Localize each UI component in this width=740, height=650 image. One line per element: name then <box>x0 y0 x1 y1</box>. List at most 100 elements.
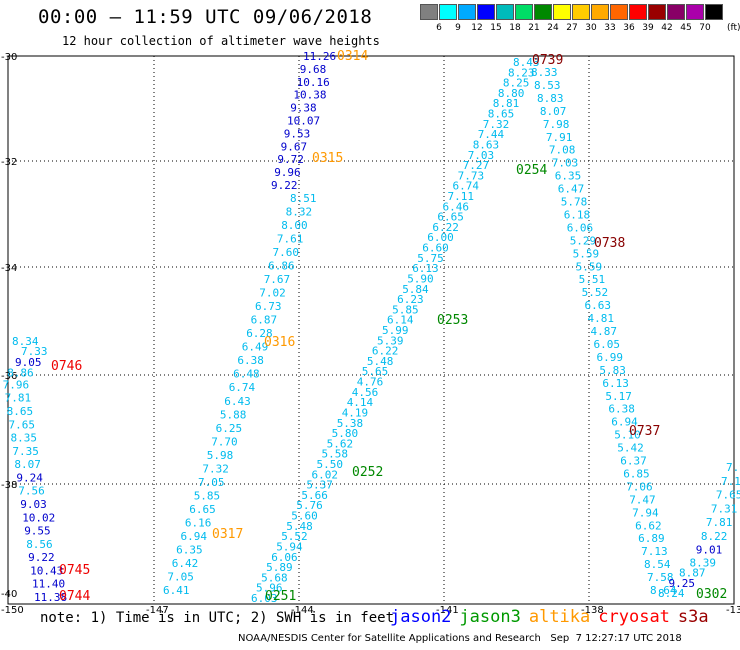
wave-height-label: 6.28 <box>246 327 273 340</box>
wave-height-label: 6.86 <box>268 260 295 273</box>
wave-height-label: 7.67 <box>264 273 291 286</box>
wave-height-label: 5.59 <box>573 247 600 260</box>
wave-height-label: 8.39 <box>690 556 717 569</box>
lat-label: -40 <box>1 589 17 600</box>
wave-height-label: 7.02 <box>259 287 286 300</box>
wave-height-label: 8.56 <box>26 538 53 551</box>
wave-height-label: 5.99 <box>382 324 409 337</box>
wave-height-label: 5.51 <box>579 273 606 286</box>
wave-height-label: 8.81 <box>493 97 520 110</box>
pass-time-label: 0251 <box>265 589 296 604</box>
pass-time-label: 0746 <box>51 359 82 374</box>
pass-time-label: 0744 <box>59 589 90 604</box>
wave-height-label: 10.02 <box>22 511 55 524</box>
wave-height-label: 9.03 <box>20 498 47 511</box>
pass-time-label: 0739 <box>532 53 563 68</box>
wave-height-label: 6.37 <box>620 455 647 468</box>
wave-height-label: 6.18 <box>564 209 591 222</box>
pass-time-label: 0253 <box>437 313 468 328</box>
wave-height-label: 6.23 <box>397 293 424 306</box>
wave-height-label: 8.63 <box>473 139 500 152</box>
wave-height-label: 5.84 <box>402 283 429 296</box>
wave-height-label: 6.35 <box>555 170 582 183</box>
wave-height-label: 10.16 <box>297 76 330 89</box>
wave-height-label: 7.61 <box>277 233 304 246</box>
pass-time-label: 0315 <box>312 151 343 166</box>
wave-height-label: 5.60 <box>291 510 318 523</box>
colorbar-swatch <box>439 4 457 20</box>
wave-height-label: 8.22 <box>701 530 728 543</box>
wave-height-label: 5.90 <box>407 273 434 286</box>
wave-height-label: 5.62 <box>327 437 354 450</box>
wave-height-label: 6.16 <box>185 516 212 529</box>
wave-height-label: 5.88 <box>220 408 247 421</box>
wave-height-label: 6.65 <box>437 211 464 224</box>
wave-height-label: 7.31 <box>711 502 738 515</box>
lon-label: -147 <box>146 605 169 616</box>
wave-height-label: 5.76 <box>296 499 323 512</box>
wave-height-label: 5.10 <box>614 429 641 442</box>
wave-height-label: 6.22 <box>372 345 399 358</box>
colorbar-tick: 33 <box>604 23 616 33</box>
wave-height-label: 10.43 <box>30 564 63 577</box>
pass-time-label: 0302 <box>696 587 727 602</box>
colorbar-tick: 21 <box>528 23 540 33</box>
wave-height-label: 9.22 <box>271 179 298 192</box>
colorbar-swatch <box>686 4 704 20</box>
wave-height-label: 5.75 <box>417 252 444 265</box>
wave-height-label: 11.40 <box>32 578 65 591</box>
wave-height-label: 7.91 <box>546 131 573 144</box>
wave-height-label: 5.96 <box>256 582 283 595</box>
wave-height-label: 6.87 <box>251 314 278 327</box>
wave-height-label: 9.38 <box>290 102 317 115</box>
colorbar-swatch <box>477 4 495 20</box>
lon-label: -144 <box>291 605 314 616</box>
wave-height-label: 6.05 <box>594 338 621 351</box>
map-subtitle: 12 hour collection of altimeter wave hei… <box>62 34 380 48</box>
wave-height-label: 6.94 <box>611 416 638 429</box>
colorbar-tick: 24 <box>547 23 559 33</box>
wave-height-label: 5.50 <box>317 458 344 471</box>
wave-height-label: 9.05 <box>15 356 42 369</box>
pass-time-label: 0317 <box>212 527 243 542</box>
colorbar-swatch <box>610 4 628 20</box>
wave-height-label: 6.62 <box>635 519 662 532</box>
wave-height-label: 8.07 <box>14 458 41 471</box>
wave-height-label: 9.53 <box>284 127 311 140</box>
wave-height-label: 5.85 <box>194 489 221 502</box>
wave-height-label: 7.56 <box>18 485 45 498</box>
colorbar-swatch <box>648 4 666 20</box>
wave-height-label: 6.35 <box>176 543 203 556</box>
wave-height-label: 7.19 <box>721 475 740 488</box>
pass-time-label: 0314 <box>337 49 368 64</box>
map-title: 00:00 – 11:59 UTC 09/06/2018 <box>38 6 373 28</box>
wave-height-label: 7.03 <box>468 149 495 162</box>
lat-label: -36 <box>1 371 17 382</box>
wave-height-label: 7.65 <box>9 418 36 431</box>
wave-height-label: 6.13 <box>602 377 629 390</box>
pass-time-label: 0737 <box>629 424 660 439</box>
wave-height-label: 5.52 <box>582 286 609 299</box>
wave-height-label: 9.22 <box>28 551 54 564</box>
pass-time-label: 0316 <box>264 335 295 350</box>
wave-height-label: 6.74 <box>229 381 256 394</box>
legend-altika: altika <box>528 607 591 627</box>
wave-height-label: 6.06 <box>567 221 594 234</box>
wave-height-label: 5.58 <box>322 448 349 461</box>
wave-height-label: 7.73 <box>458 169 485 182</box>
wave-height-label: 10.38 <box>293 89 326 102</box>
lat-label: -30 <box>1 52 17 63</box>
wave-height-label: 8.87 <box>679 567 706 580</box>
colorbar-swatch <box>705 4 723 20</box>
wave-height-label: 4.56 <box>352 386 379 399</box>
wave-height-label: 5.85 <box>392 303 419 316</box>
wave-height-label: 6.48 <box>233 368 260 381</box>
wave-height-label: 5.66 <box>301 489 328 502</box>
wave-height-label: 7.03 <box>552 157 579 170</box>
lon-label: -141 <box>436 605 459 616</box>
wave-height-label: 6.42 <box>172 557 199 570</box>
pass-time-label: 0738 <box>594 236 625 251</box>
wave-height-label: 8.65 <box>488 108 515 121</box>
colorbar-tick: 70 <box>699 23 711 33</box>
wave-height-label: 6.89 <box>638 532 665 545</box>
